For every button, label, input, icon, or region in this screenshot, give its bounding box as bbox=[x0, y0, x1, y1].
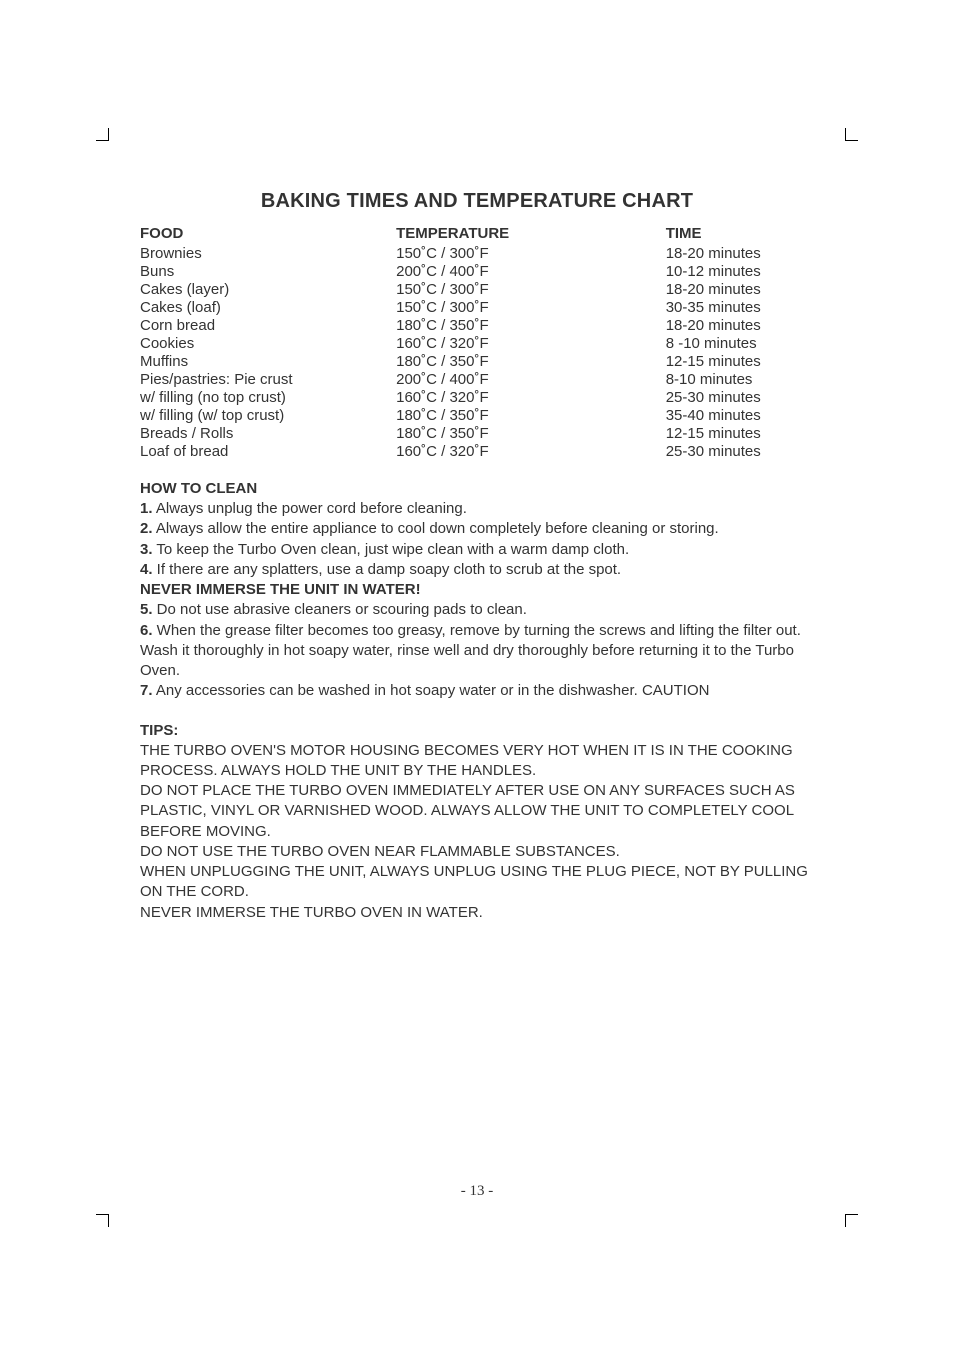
cell-time: 18-20 minutes bbox=[666, 316, 814, 334]
cell-food: Muffins bbox=[140, 352, 396, 370]
table-row: Cakes (loaf)150˚C / 300˚F30-35 minutes bbox=[140, 298, 814, 316]
list-item-text: Always allow the entire appliance to coo… bbox=[153, 520, 719, 537]
how-to-clean-list-continued: 5. Do not use abrasive cleaners or scour… bbox=[140, 600, 814, 701]
cell-time: 25-30 minutes bbox=[666, 388, 814, 406]
cell-temp: 150˚C / 300˚F bbox=[396, 244, 666, 262]
tip-paragraph: THE TURBO OVEN'S MOTOR HOUSING BECOMES V… bbox=[140, 741, 814, 782]
table-row: Muffins180˚C / 350˚F12-15 minutes bbox=[140, 352, 814, 370]
table-row: Pies/pastries: Pie crust200˚C / 400˚F8-1… bbox=[140, 370, 814, 388]
list-item: 7. Any accessories can be washed in hot … bbox=[140, 681, 814, 701]
cell-food: Cakes (loaf) bbox=[140, 298, 396, 316]
tips-heading: TIPS: bbox=[140, 722, 814, 739]
list-item-text: If there are any splatters, use a damp s… bbox=[153, 561, 622, 578]
cell-temp: 160˚C / 320˚F bbox=[396, 334, 666, 352]
tip-paragraph: DO NOT USE THE TURBO OVEN NEAR FLAMMABLE… bbox=[140, 842, 814, 862]
table-row: Loaf of bread160˚C / 320˚F25-30 minutes bbox=[140, 442, 814, 460]
list-item-number: 4. bbox=[140, 561, 153, 578]
crop-mark-top-right bbox=[845, 128, 858, 141]
page-title: BAKING TIMES AND TEMPERATURE CHART bbox=[140, 190, 814, 213]
cell-food: Corn bread bbox=[140, 316, 396, 334]
list-item-text: When the grease filter becomes too greas… bbox=[140, 622, 801, 680]
list-item-number: 6. bbox=[140, 622, 153, 639]
table-row: Brownies150˚C / 300˚F18-20 minutes bbox=[140, 244, 814, 262]
how-to-clean-list: 1. Always unplug the power cord before c… bbox=[140, 499, 814, 580]
cell-time: 25-30 minutes bbox=[666, 442, 814, 460]
list-item-text: Do not use abrasive cleaners or scouring… bbox=[153, 601, 527, 618]
cell-temp: 200˚C / 400˚F bbox=[396, 262, 666, 280]
cell-temp: 150˚C / 300˚F bbox=[396, 298, 666, 316]
tip-paragraph: DO NOT PLACE THE TURBO OVEN IMMEDIATELY … bbox=[140, 781, 814, 842]
baking-chart-table: FOOD TEMPERATURE TIME Brownies150˚C / 30… bbox=[140, 225, 814, 460]
cell-time: 8 -10 minutes bbox=[666, 334, 814, 352]
cell-food: Brownies bbox=[140, 244, 396, 262]
cell-time: 18-20 minutes bbox=[666, 244, 814, 262]
cell-food: Cookies bbox=[140, 334, 396, 352]
crop-mark-top-left bbox=[96, 128, 109, 141]
cell-time: 8-10 minutes bbox=[666, 370, 814, 388]
list-item-text: To keep the Turbo Oven clean, just wipe … bbox=[153, 541, 630, 558]
crop-mark-bottom-left bbox=[96, 1214, 109, 1227]
col-header-temp: TEMPERATURE bbox=[396, 225, 666, 244]
cell-temp: 180˚C / 350˚F bbox=[396, 406, 666, 424]
document-page: BAKING TIMES AND TEMPERATURE CHART FOOD … bbox=[0, 0, 954, 1355]
col-header-food: FOOD bbox=[140, 225, 396, 244]
list-item: 1. Always unplug the power cord before c… bbox=[140, 499, 814, 519]
cell-time: 18-20 minutes bbox=[666, 280, 814, 298]
page-number: - 13 - bbox=[0, 1183, 954, 1200]
table-row: Cookies160˚C / 320˚F8 -10 minutes bbox=[140, 334, 814, 352]
list-item: 6. When the grease filter becomes too gr… bbox=[140, 621, 814, 682]
cell-food: Loaf of bread bbox=[140, 442, 396, 460]
immerse-warning: NEVER IMMERSE THE UNIT IN WATER! bbox=[140, 580, 814, 600]
table-row: Buns200˚C / 400˚F10-12 minutes bbox=[140, 262, 814, 280]
cell-time: 10-12 minutes bbox=[666, 262, 814, 280]
table-row: w/ filling (no top crust)160˚C / 320˚F25… bbox=[140, 388, 814, 406]
how-to-clean-heading: HOW TO CLEAN bbox=[140, 480, 814, 497]
tips-paragraphs: THE TURBO OVEN'S MOTOR HOUSING BECOMES V… bbox=[140, 741, 814, 923]
list-item-number: 1. bbox=[140, 500, 153, 517]
list-item-number: 2. bbox=[140, 520, 153, 537]
table-row: Corn bread180˚C / 350˚F18-20 minutes bbox=[140, 316, 814, 334]
cell-time: 12-15 minutes bbox=[666, 352, 814, 370]
cell-temp: 160˚C / 320˚F bbox=[396, 388, 666, 406]
cell-food: Pies/pastries: Pie crust bbox=[140, 370, 396, 388]
cell-food: Cakes (layer) bbox=[140, 280, 396, 298]
cell-temp: 180˚C / 350˚F bbox=[396, 424, 666, 442]
cell-food: w/ filling (w/ top crust) bbox=[140, 406, 396, 424]
cell-temp: 200˚C / 400˚F bbox=[396, 370, 666, 388]
list-item: 4. If there are any splatters, use a dam… bbox=[140, 560, 814, 580]
cell-temp: 180˚C / 350˚F bbox=[396, 352, 666, 370]
crop-mark-bottom-right bbox=[845, 1214, 858, 1227]
cell-food: Breads / Rolls bbox=[140, 424, 396, 442]
tip-paragraph: NEVER IMMERSE THE TURBO OVEN IN WATER. bbox=[140, 903, 814, 923]
table-row: Breads / Rolls180˚C / 350˚F12-15 minutes bbox=[140, 424, 814, 442]
cell-food: Buns bbox=[140, 262, 396, 280]
list-item: 2. Always allow the entire appliance to … bbox=[140, 519, 814, 539]
cell-temp: 150˚C / 300˚F bbox=[396, 280, 666, 298]
cell-time: 35-40 minutes bbox=[666, 406, 814, 424]
list-item-number: 3. bbox=[140, 541, 153, 558]
cell-temp: 180˚C / 350˚F bbox=[396, 316, 666, 334]
cell-temp: 160˚C / 320˚F bbox=[396, 442, 666, 460]
list-item-text: Always unplug the power cord before clea… bbox=[153, 500, 467, 517]
cell-food: w/ filling (no top crust) bbox=[140, 388, 396, 406]
table-header-row: FOOD TEMPERATURE TIME bbox=[140, 225, 814, 244]
list-item: 5. Do not use abrasive cleaners or scour… bbox=[140, 600, 814, 620]
list-item: 3. To keep the Turbo Oven clean, just wi… bbox=[140, 540, 814, 560]
list-item-number: 7. bbox=[140, 682, 153, 699]
tip-paragraph: WHEN UNPLUGGING THE UNIT, ALWAYS UNPLUG … bbox=[140, 862, 814, 903]
table-row: Cakes (layer)150˚C / 300˚F18-20 minutes bbox=[140, 280, 814, 298]
table-row: w/ filling (w/ top crust)180˚C / 350˚F35… bbox=[140, 406, 814, 424]
cell-time: 30-35 minutes bbox=[666, 298, 814, 316]
list-item-text: Any accessories can be washed in hot soa… bbox=[153, 682, 710, 699]
col-header-time: TIME bbox=[666, 225, 814, 244]
list-item-number: 5. bbox=[140, 601, 153, 618]
cell-time: 12-15 minutes bbox=[666, 424, 814, 442]
